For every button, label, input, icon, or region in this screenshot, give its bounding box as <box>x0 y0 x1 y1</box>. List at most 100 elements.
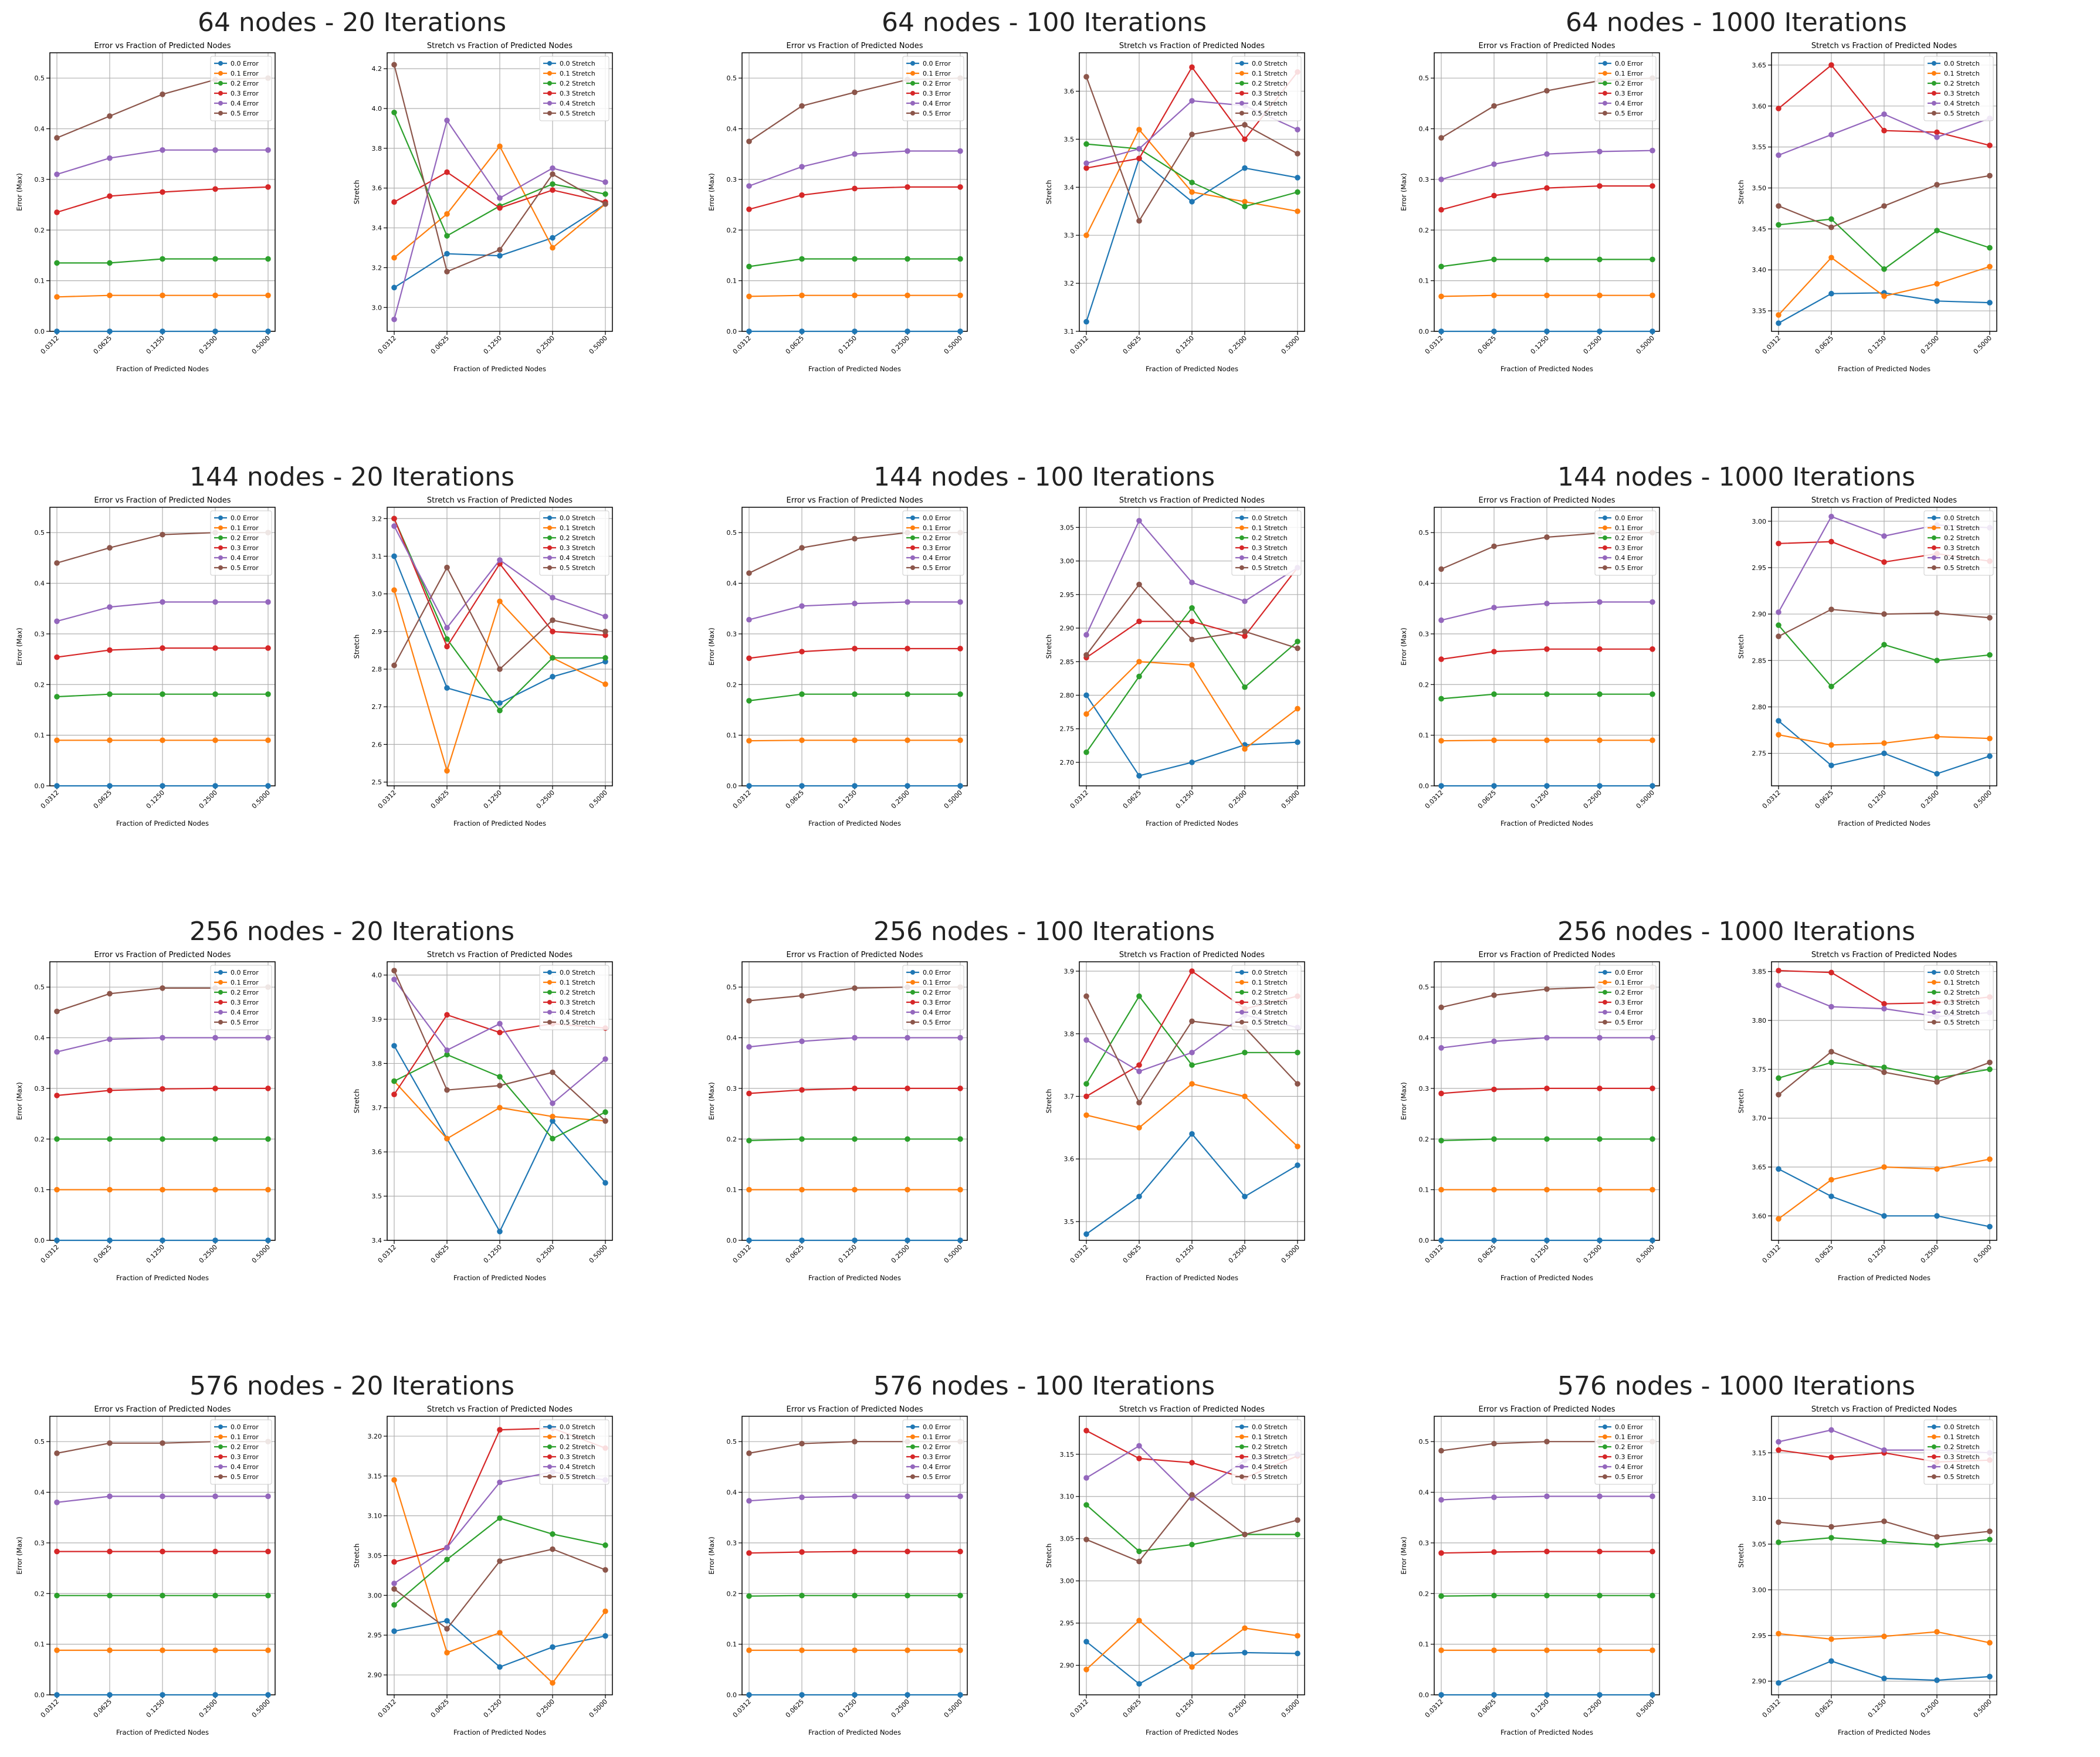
subplot-group: 64 nodes - 20 Iterations 0.0 0.1 0.2 0.3 0.4 0… <box>15 8 613 373</box>
data-point <box>957 1237 963 1243</box>
data-point <box>746 570 752 576</box>
data-point <box>391 1559 397 1565</box>
data-point <box>1881 642 1887 648</box>
error-legend: 0.0 Error 0.1 Error 0.2 Error 0.3 Error 0.4 … <box>210 1419 272 1485</box>
legend-label: 0.2 Stretch <box>560 80 595 87</box>
series-0-0-error <box>54 783 271 789</box>
data-point <box>212 1692 218 1698</box>
data-point <box>1934 134 1940 140</box>
data-point <box>160 1086 165 1092</box>
series-0-3-error <box>746 184 963 212</box>
data-point <box>160 256 165 262</box>
data-point <box>1438 1004 1444 1010</box>
data-point <box>1438 738 1444 744</box>
data-point <box>107 155 113 161</box>
data-point <box>265 1647 271 1653</box>
legend-label: 0.0 Error <box>1615 60 1643 67</box>
data-point <box>1136 1548 1142 1555</box>
x-tick-label: 0.0625 <box>1476 1243 1498 1264</box>
legend-label: 0.5 Error <box>1615 1473 1643 1481</box>
legend-label: 0.2 Error <box>231 989 259 996</box>
data-point <box>957 292 963 299</box>
x-tick-label: 0.0625 <box>429 1243 451 1264</box>
data-point <box>1597 1592 1603 1599</box>
data-point <box>54 618 60 625</box>
series-0-5-stretch <box>1083 993 1300 1105</box>
x-tick-label: 0.5000 <box>1972 789 1993 810</box>
data-point <box>1295 1144 1300 1149</box>
series-0-5-stretch <box>1776 172 1993 230</box>
legend-marker <box>1932 535 1936 540</box>
y-tick-label: 3.70 <box>1752 1115 1767 1122</box>
data-point <box>1295 1633 1300 1639</box>
y-tick-label: 0.2 <box>1419 1590 1430 1597</box>
y-tick-label: 0.5 <box>35 983 45 991</box>
x-tick-label: 0.5000 <box>588 1243 609 1264</box>
legend-label: 0.2 Stretch <box>1252 1443 1288 1451</box>
x-tick-label: 0.1250 <box>145 1243 166 1264</box>
legend-label: 0.2 Error <box>1615 534 1643 542</box>
series-0-0-stretch <box>1083 1131 1300 1237</box>
data-point <box>160 783 165 789</box>
data-point <box>212 599 218 605</box>
legend-label: 0.2 Error <box>923 1443 951 1451</box>
data-point <box>1597 1186 1603 1193</box>
series-0-2-error <box>54 1136 271 1142</box>
x-tick-label: 0.2500 <box>1227 1243 1248 1264</box>
data-point <box>1597 1086 1603 1091</box>
data-point <box>1083 1231 1089 1237</box>
error-panel-title: Error vs Fraction of Predicted Nodes <box>94 42 231 50</box>
data-point <box>1934 771 1940 777</box>
x-tick-label: 0.5000 <box>1972 334 1993 355</box>
legend-marker <box>910 1434 915 1439</box>
series-0-4-error <box>746 1493 963 1504</box>
data-point <box>54 1647 60 1653</box>
legend-marker <box>547 565 552 570</box>
legend-marker <box>910 555 915 560</box>
series-0-1-error <box>1438 737 1655 744</box>
data-point <box>1828 683 1834 690</box>
data-point <box>1136 218 1142 224</box>
data-point <box>957 691 963 697</box>
subplot-group: 576 nodes - 1000 Iterations 0.0 0.1 0.2 0.3 0… <box>1400 1371 1997 1736</box>
data-point <box>1597 1493 1603 1500</box>
legend-marker <box>1932 980 1936 985</box>
legend-label: 0.1 Error <box>923 979 951 986</box>
legend-label: 0.2 Error <box>231 1443 259 1451</box>
x-tick-label: 0.5000 <box>943 1698 964 1719</box>
legend-marker <box>547 970 552 975</box>
error-legend: 0.0 Error 0.1 Error 0.2 Error 0.3 Error 0.4 … <box>1594 510 1657 576</box>
data-point <box>1491 1136 1497 1142</box>
data-point <box>905 646 910 652</box>
data-point <box>444 636 450 642</box>
y-tick-label: 3.20 <box>368 1433 382 1440</box>
subplot-group: 144 nodes - 100 Iterations 0.0 0.1 0.2 0.3 0.… <box>707 462 1305 827</box>
legend-label: 0.2 Error <box>231 80 259 87</box>
legend-marker <box>910 81 915 86</box>
data-point <box>1649 183 1655 189</box>
data-point <box>160 1692 165 1698</box>
data-point <box>1083 141 1089 147</box>
data-point <box>957 184 963 190</box>
legend-label: 0.3 Stretch <box>1252 544 1288 552</box>
legend-label: 0.1 Error <box>231 979 259 986</box>
data-point <box>1438 1550 1444 1556</box>
data-point <box>1438 206 1444 213</box>
y-tick-label: 0.2 <box>1419 681 1430 688</box>
legend-label: 0.1 Error <box>1615 70 1643 77</box>
data-point <box>1189 636 1195 643</box>
legend-box <box>539 1419 609 1485</box>
data-point <box>799 603 805 609</box>
error-legend: 0.0 Error 0.1 Error 0.2 Error 0.3 Error 0.4 … <box>902 965 964 1030</box>
x-tick-label: 0.0625 <box>92 334 113 355</box>
series-0-0-stretch <box>1776 1166 1993 1230</box>
legend-marker <box>1239 970 1244 975</box>
x-tick-label: 0.0625 <box>784 1698 805 1719</box>
group-title: 576 nodes - 20 Iterations <box>189 1371 514 1401</box>
data-point <box>497 1479 503 1485</box>
legend-marker <box>910 515 915 520</box>
data-point <box>1881 1164 1887 1170</box>
data-point <box>391 1091 397 1097</box>
data-point <box>107 604 113 610</box>
data-point <box>1649 1086 1655 1091</box>
